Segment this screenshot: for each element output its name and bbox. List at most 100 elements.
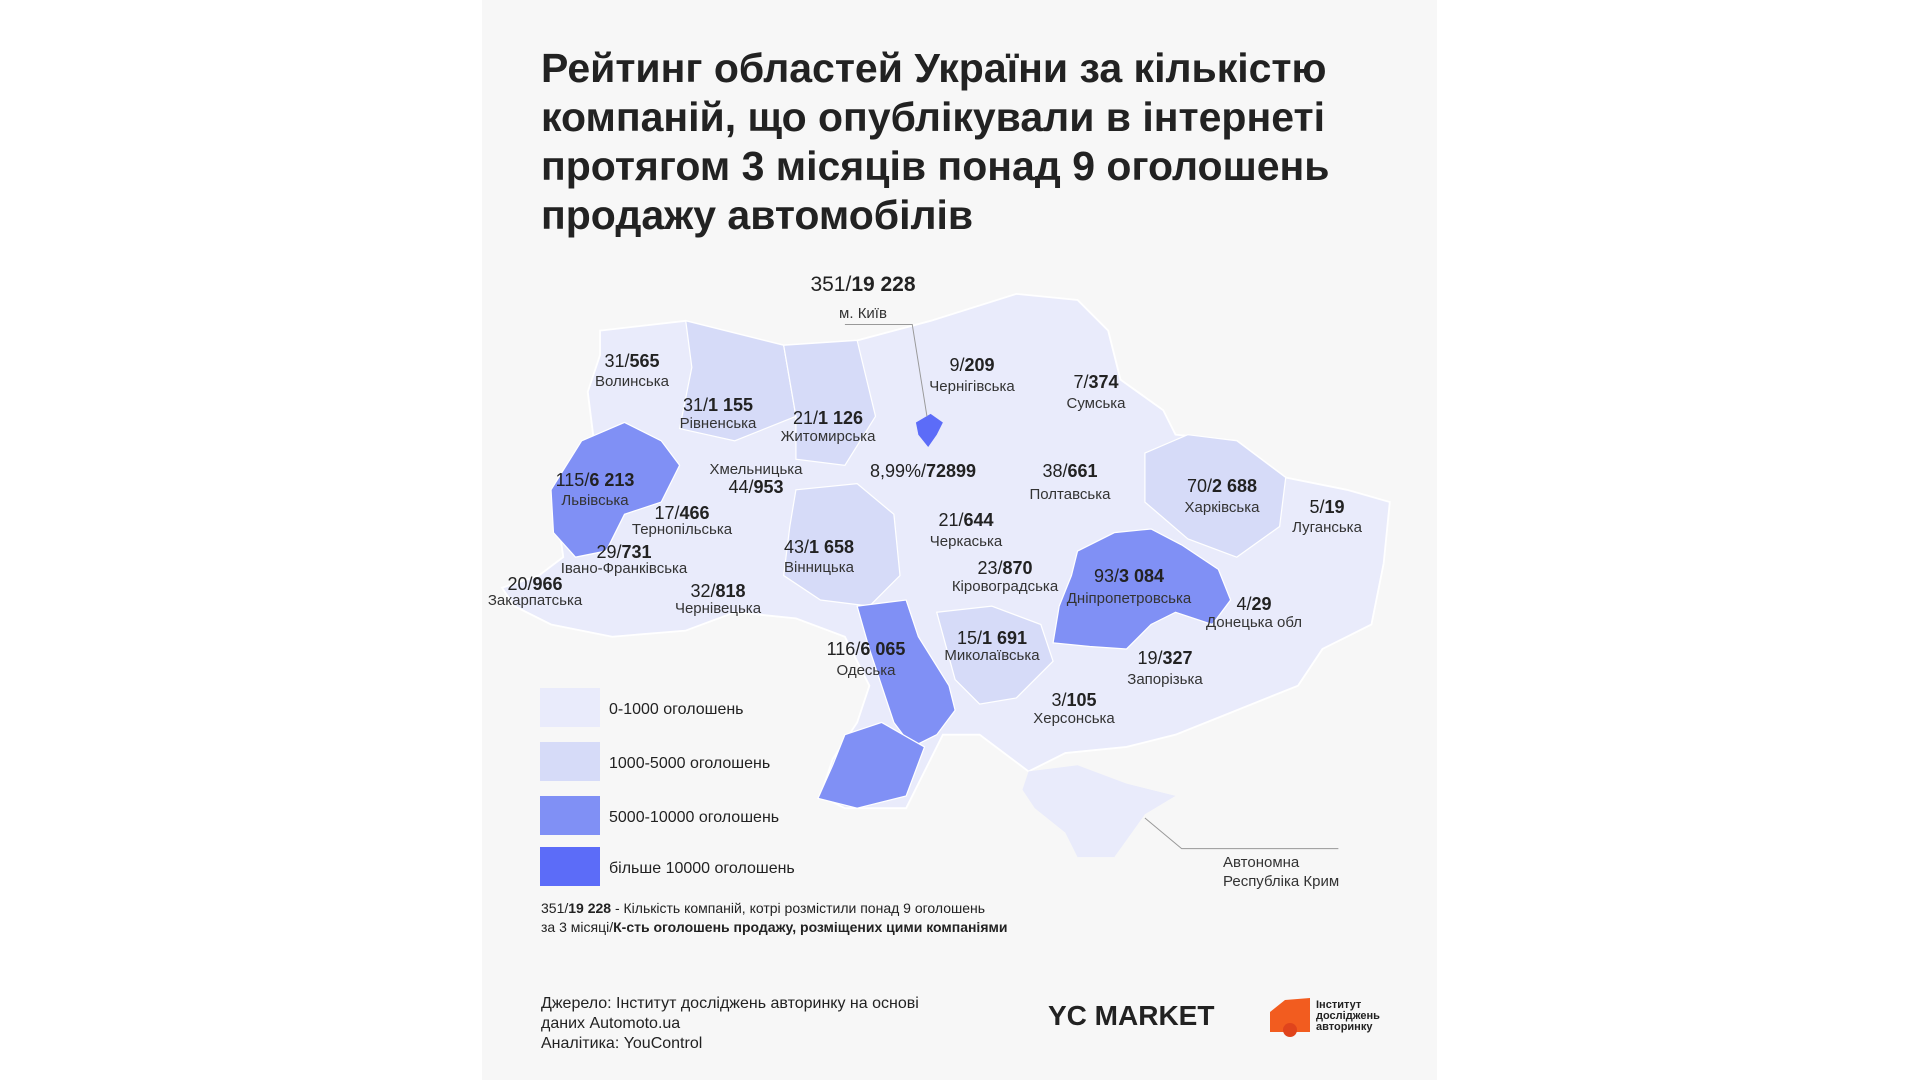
region-count: 70/ [1187,476,1212,496]
region-name: Волинська [595,373,670,390]
region-value: 23/870 [977,558,1032,578]
title-line: компаній, що опублікували в інтернеті [541,94,1325,140]
region-count: 29/ [596,542,621,562]
region-ads: 953 [753,477,783,497]
region-value: 21/1 126 [793,408,863,428]
region-mid [935,605,1054,705]
region-ads: 1 155 [708,395,753,415]
footnote-part: 19 228 [568,900,611,916]
region-value: 29/731 [596,542,651,562]
region-count: 31/ [604,351,629,371]
region-value: 9/209 [949,355,994,375]
region-ads: 6 213 [589,470,634,490]
region-ads: 19 [1324,497,1344,517]
region-count: 19/ [1137,648,1162,668]
region-count: 93/ [1094,566,1119,586]
region-name: Миколаївська [944,647,1040,664]
region-value: 31/565 [604,351,659,371]
region-value: 19/327 [1137,648,1192,668]
region-name: Полтавська [1030,486,1112,503]
region-ads: 29 [1251,594,1271,614]
region-high [1052,528,1232,650]
region-count: 21/ [938,510,963,530]
region-ads: 731 [621,542,651,562]
footnote-part: К-сть оголошень продажу, розміщених цими… [613,919,1007,935]
region-high [550,421,681,558]
region-high [856,599,956,748]
region-count: 5/ [1309,497,1324,517]
region-value: 70/2 688 [1187,476,1257,496]
region-name: Кіровоградська [952,578,1059,595]
region-value: 351/19 228 [810,273,915,296]
region-count: 9/ [949,355,964,375]
region-ads: 1 126 [818,408,863,428]
region-ads: 1 691 [982,628,1027,648]
region-ads: 3 084 [1119,566,1164,586]
legend-label: 5000-10000 оголошень [609,809,779,826]
region-name: Одеська [837,662,897,679]
logo-yc: YC MARKET [1048,1000,1214,1031]
logo-institute: Інститут [1316,999,1362,1011]
crimea-label: Республіка Крим [1223,873,1339,890]
region-name: Запорізька [1127,671,1203,688]
region-name: м. Київ [839,305,887,322]
region-count: 32/ [690,581,715,601]
logo-institute: досліджень [1316,1010,1380,1022]
region-ads: 870 [1002,558,1032,578]
region-value: 44/953 [728,477,783,497]
region-value: 21/644 [938,510,993,530]
region-ads: 644 [963,510,993,530]
region-ads: 1 658 [809,537,854,557]
region-count: 43/ [784,537,809,557]
region-mid [782,339,877,466]
region-count: 115/ [556,470,590,490]
region-value: 17/466 [654,503,709,523]
region-count: 23/ [977,558,1002,578]
legend-label: більше 10000 оголошень [609,860,795,877]
region-ads: 6 065 [860,639,905,659]
region-name: Івано-Франківська [561,560,688,577]
legend-label: 0-1000 оголошень [609,701,744,718]
region-ads: 966 [532,574,562,594]
source-line: Аналітика: YouControl [541,1035,702,1052]
region-name: Херсонська [1033,710,1115,727]
legend-swatch [540,847,600,886]
region-ads: 327 [1162,648,1192,668]
region-count: 7/ [1073,372,1088,392]
region-ads: 2 688 [1212,476,1257,496]
region-count: 17/ [654,503,679,523]
region-top [915,413,943,447]
region-count: 21/ [793,408,818,428]
footnote-line: 351/19 228 - Кількість компаній, котрі р… [541,900,985,916]
institute-icon [1270,998,1310,1037]
region-name: Луганська [1292,519,1362,536]
map [500,292,1391,858]
footnote-line: за 3 місяці/К-сть оголошень продажу, роз… [541,919,1007,935]
region-name: Чернівецька [675,600,762,617]
region-name: Чернігівська [929,378,1015,395]
region-value: 93/3 084 [1094,566,1164,586]
region-count: 31/ [683,395,708,415]
region-count: 44/ [728,477,753,497]
source-line: Джерело: Інститут досліджень авторинку н… [541,995,919,1012]
region-name: Житомирська [781,428,877,445]
region-value: 20/966 [507,574,562,594]
region-high [817,721,926,809]
region-ads: 661 [1067,461,1097,481]
region-count: 20/ [507,574,532,594]
legend-swatch [540,796,600,835]
region-value: 116/6 065 [827,639,906,659]
region-name: Рівненська [680,415,757,432]
region-count: 3/ [1051,690,1066,710]
region-value: 5/19 [1309,497,1344,517]
region-name: Донецька обл [1206,614,1302,631]
region-name: Дніпропетровська [1067,590,1192,607]
region-name: Львівська [561,492,629,509]
region-name: Хмельницька [709,461,803,478]
region-mid [1144,434,1287,558]
region-value: 32/818 [690,581,745,601]
kyiv-leader [844,324,928,417]
region-ads: 374 [1088,372,1118,392]
region-name: Тернопільська [632,521,733,538]
region-name: Закарпатська [488,592,583,609]
